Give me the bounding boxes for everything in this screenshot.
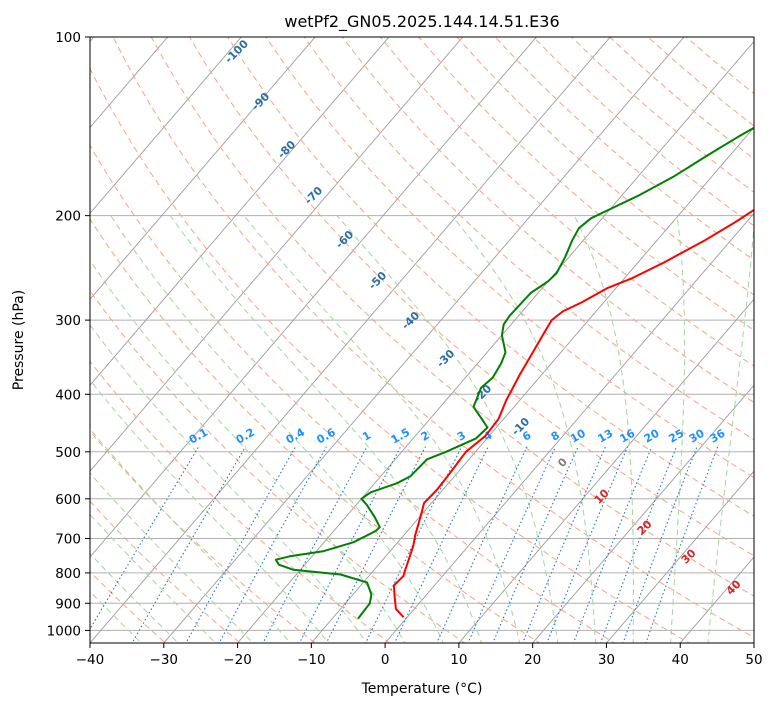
mixing-ratio-line <box>645 446 719 643</box>
moist-adiabat-line <box>90 472 254 643</box>
dry-adiabat-line <box>456 37 754 296</box>
isotherm-line <box>90 37 390 386</box>
x-tick-label: 20 <box>524 652 541 668</box>
mixing-ratio-line <box>546 446 629 643</box>
moist-adiabat-line <box>670 215 686 643</box>
background-lines <box>90 37 754 643</box>
moist-adiabat-line <box>90 324 368 643</box>
x-tick-label: −40 <box>76 652 105 668</box>
y-tick-label: 900 <box>55 596 81 612</box>
x-axis-label: Temperature (°C) <box>361 681 483 697</box>
mixing-ratio-line <box>622 446 698 643</box>
isotherm-line <box>163 37 685 643</box>
mixing-ratio-line <box>90 446 200 631</box>
dry-adiabat-line <box>90 430 316 643</box>
dewpoint-profile <box>274 126 754 620</box>
moist-adiabat-line <box>243 215 521 643</box>
mixing-ratio-line <box>522 446 607 643</box>
y-axis-label: Pressure (hPa) <box>11 290 27 390</box>
moist-adiabat-line <box>90 590 143 643</box>
mixing-ratio-line <box>262 446 368 643</box>
dry-adiabat-line <box>90 67 691 643</box>
isotherm-line <box>90 37 538 558</box>
moist-adiabat-line <box>573 215 634 643</box>
x-tick-label: −20 <box>223 652 252 668</box>
dry-adiabat-line <box>90 144 616 643</box>
y-axis-ticks: 100 200 300 400 500 600 700 800 900 1000 <box>47 30 90 639</box>
dry-adiabat-line <box>227 37 754 517</box>
x-tick-label: 50 <box>745 652 762 668</box>
x-tick-label: −30 <box>150 652 179 668</box>
isotherm-line <box>605 470 754 643</box>
y-tick-label: 300 <box>55 313 81 329</box>
isotherm-line <box>90 37 169 129</box>
moist-adiabat-line <box>451 215 597 643</box>
y-tick-label: 700 <box>55 532 81 548</box>
moist-adiabat-line <box>90 428 292 643</box>
mixing-ratio-line <box>365 446 463 643</box>
isotherm-line <box>90 37 316 300</box>
moist-adiabat-line <box>90 552 179 643</box>
dry-adiabat-line <box>265 37 754 479</box>
x-tick-label: 0 <box>381 652 390 668</box>
dry-adiabat-line <box>188 37 754 557</box>
isotherm-line <box>90 37 611 643</box>
temperature-profile <box>392 208 754 618</box>
dry-adiabat-line <box>90 360 391 643</box>
moist-adiabat-line <box>169 215 483 643</box>
mixing-ratio-line <box>131 446 247 643</box>
x-axis-ticks: −40 −30 −20 −10 0 10 20 30 40 50 <box>76 643 763 668</box>
isotherm-line <box>310 126 754 643</box>
dry-adiabat-line <box>112 37 754 639</box>
dry-adiabat-line <box>418 37 754 331</box>
x-tick-label: 10 <box>450 652 467 668</box>
x-tick-label: 40 <box>672 652 689 668</box>
y-tick-label: 600 <box>55 492 81 508</box>
dry-adiabat-line <box>150 37 754 597</box>
dry-adiabat-line <box>303 37 754 441</box>
plot-frame <box>89 36 755 644</box>
profile-lines <box>274 126 754 620</box>
moist-adiabat-line <box>90 259 406 643</box>
chart-title: wetPf2_GN05.2025.144.14.51.E36 <box>284 12 559 32</box>
x-tick-label: 30 <box>598 652 615 668</box>
y-tick-label: 200 <box>55 209 81 225</box>
moist-adiabat-line <box>90 379 330 643</box>
isotherm-line <box>532 384 754 643</box>
mixing-ratio-line <box>218 446 327 643</box>
mixing-ratio-line <box>393 446 489 643</box>
moist-adiabat-line <box>110 215 444 643</box>
isotherm-line <box>90 37 242 214</box>
y-tick-label: 400 <box>55 387 81 403</box>
y-tick-label: 1000 <box>47 623 81 639</box>
mixing-ratio-line <box>600 446 678 643</box>
dry-adiabat-line <box>90 570 167 643</box>
y-tick-label: 100 <box>55 30 81 46</box>
y-tick-label: 800 <box>55 566 81 582</box>
y-tick-label: 500 <box>55 445 81 461</box>
isotherm-line <box>237 40 754 643</box>
isotherm-line <box>90 37 464 472</box>
x-tick-label: −10 <box>297 652 326 668</box>
moist-adiabat-line <box>90 513 217 643</box>
mixing-ratio-line <box>185 446 297 643</box>
moist-adiabat-line <box>336 215 559 643</box>
isotherm-line <box>458 298 754 643</box>
mixing-ratio-line <box>325 446 426 643</box>
dry-adiabat-line <box>90 290 466 643</box>
